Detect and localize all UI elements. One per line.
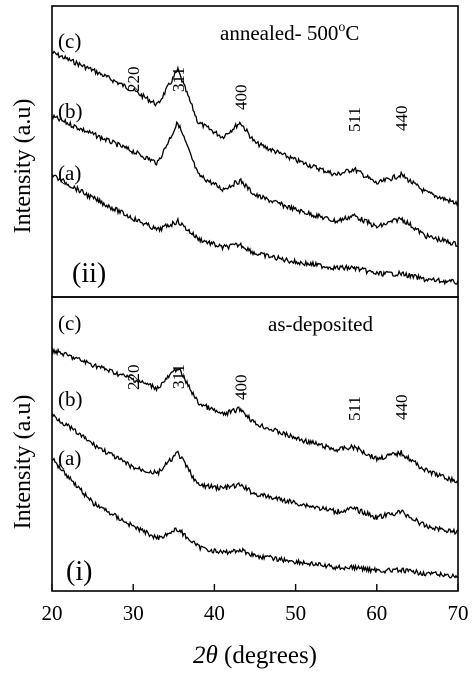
peak-label-311: 311 (169, 364, 188, 389)
panel-as-deposited-label: (i) (66, 556, 92, 587)
x-tick-label: 30 (123, 601, 144, 625)
panel-annealed-peak-labels: 220 311 400 511 440 (124, 67, 411, 133)
panel-as-deposited: 220 311 400 511 440 (c) (b) (a) as-deposited (… (10, 296, 469, 669)
series-line-as-deposited-2 (51, 457, 459, 579)
series-line-as-deposited-0 (51, 347, 459, 484)
x-tick-label: 40 (204, 601, 225, 625)
panel-as-deposited-ylabel: Intensity (a.u) (10, 395, 36, 530)
x-tick-label: 70 (448, 601, 469, 625)
series-line-annealed-2 (51, 173, 459, 286)
peak-label-400: 400 (231, 85, 250, 111)
series-line-annealed-0 (51, 50, 459, 207)
series-line-as-deposited-1 (51, 412, 459, 536)
panel-annealed: 220 311 400 511 440 (c) (b) (a) annealed- 500o… (10, 5, 459, 298)
peak-label-220: 220 (124, 67, 143, 93)
panel-annealed-curves (51, 50, 459, 286)
panel-annealed-label: (ii) (72, 258, 106, 289)
x-axis-label: 2θ (degrees) (193, 642, 317, 669)
x-tick-label: 50 (285, 601, 306, 625)
peak-label-440: 440 (392, 106, 411, 132)
panel-annealed-ylabel: Intensity (a.u) (10, 99, 36, 234)
panel-as-deposited-curves (51, 347, 459, 579)
x-tick-label: 20 (42, 601, 63, 625)
panel-as-deposited-curve-labels: (c) (b) (a) (58, 311, 83, 470)
x-tick-label: 60 (366, 601, 387, 625)
peak-label-511: 511 (345, 107, 364, 132)
curve-label: (a) (58, 446, 81, 470)
panel-annealed-annotation: annealed- 500oC (220, 20, 359, 45)
curve-label: (b) (58, 387, 83, 411)
curve-label: (b) (58, 99, 83, 123)
curve-label: (a) (58, 161, 81, 185)
peak-label-311: 311 (169, 67, 188, 92)
panel-as-deposited-annotation: as-deposited (268, 312, 373, 336)
panel-as-deposited-frame (51, 296, 459, 592)
x-axis: 20 30 40 50 60 70 (42, 584, 469, 625)
peak-label-400: 400 (231, 375, 250, 401)
panel-annealed-curve-labels: (c) (b) (a) (58, 29, 83, 185)
peak-label-511: 511 (345, 396, 364, 421)
curve-label: (c) (58, 311, 81, 335)
panel-as-deposited-peak-labels: 220 311 400 511 440 (124, 364, 411, 421)
peak-label-440: 440 (392, 395, 411, 421)
peak-label-220: 220 (124, 365, 143, 391)
curve-label: (c) (58, 29, 81, 53)
series-line-annealed-1 (51, 113, 458, 247)
